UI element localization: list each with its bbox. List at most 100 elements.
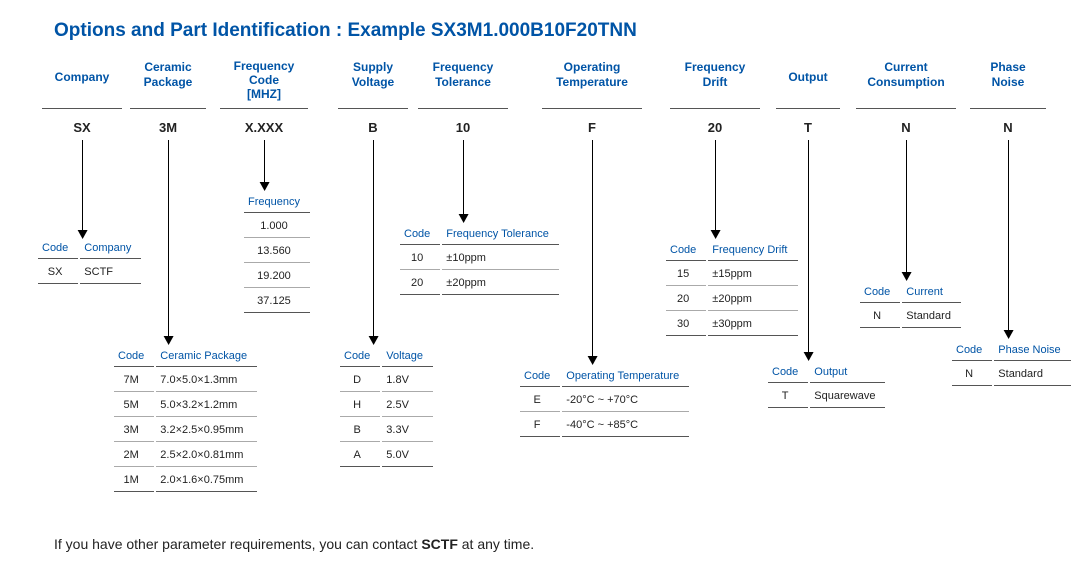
table-cell: ±30ppm <box>708 313 797 336</box>
table-header-cell: Code <box>38 238 78 259</box>
lookup-table-phase: CodePhase NoiseNStandard <box>950 338 1073 388</box>
table-cell: 5M <box>114 394 154 417</box>
col-header-current: CurrentConsumption <box>856 60 956 90</box>
table-header-cell: Company <box>80 238 141 259</box>
table-cell: 3.3V <box>382 419 433 442</box>
col-value-freq: X.XXX <box>220 120 308 135</box>
table-cell: 2M <box>114 444 154 467</box>
table-cell: SCTF <box>80 261 141 284</box>
lookup-table-freq: Frequency1.00013.56019.20037.125 <box>242 190 312 315</box>
lookup-table-optemp: CodeOperating TemperatureE-20°C ~ +70°CF… <box>518 364 691 439</box>
table-cell: 1M <box>114 469 154 492</box>
header-rule <box>338 108 408 109</box>
table-header-cell: Operating Temperature <box>562 366 689 387</box>
col-value-ftol: 10 <box>418 120 508 135</box>
table-header-cell: Current <box>902 282 961 303</box>
header-rule <box>970 108 1046 109</box>
col-value-voltage: B <box>338 120 408 135</box>
table-cell: -20°C ~ +70°C <box>562 389 689 412</box>
header-rule <box>856 108 956 109</box>
arrow-stem <box>906 140 907 272</box>
table-row: F-40°C ~ +85°C <box>520 414 689 437</box>
table-header-cell: Code <box>860 282 900 303</box>
table-cell: 2.5V <box>382 394 433 417</box>
lookup-table-current: CodeCurrentNStandard <box>858 280 963 330</box>
table-row: 30±30ppm <box>666 313 798 336</box>
col-header-fdrift: FrequencyDrift <box>670 60 760 90</box>
table-cell: 3.2×2.5×0.95mm <box>156 419 257 442</box>
table-cell: 10 <box>400 247 440 270</box>
lookup-table-output: CodeOutputTSquarewave <box>766 360 887 410</box>
col-header-optemp: OperatingTemperature <box>542 60 642 90</box>
table-row: 20±20ppm <box>400 272 559 295</box>
table-row: 20±20ppm <box>666 288 798 311</box>
table-row: 19.200 <box>244 265 310 288</box>
col-header-company: Company <box>42 70 122 85</box>
table-cell: ±20ppm <box>442 272 559 295</box>
footer-post: at any time. <box>458 536 534 552</box>
header-rule <box>418 108 508 109</box>
header-rule <box>670 108 760 109</box>
table-cell: T <box>768 385 808 408</box>
table-row: 10±10ppm <box>400 247 559 270</box>
table-header-cell: Code <box>340 346 380 367</box>
table-header-cell: Voltage <box>382 346 433 367</box>
arrow-stem <box>373 140 374 336</box>
table-cell: N <box>860 305 900 328</box>
table-cell: ±10ppm <box>442 247 559 270</box>
table-cell: 5.0×3.2×1.2mm <box>156 394 257 417</box>
table-cell: Standard <box>994 363 1070 386</box>
arrow-stem <box>463 140 464 214</box>
lookup-table-company: CodeCompanySXSCTF <box>36 236 143 286</box>
table-row: SXSCTF <box>38 261 141 284</box>
table-cell: 2.0×1.6×0.75mm <box>156 469 257 492</box>
table-row: 13.560 <box>244 240 310 263</box>
table-row: NStandard <box>860 305 961 328</box>
col-value-phase: N <box>970 120 1046 135</box>
table-row: 15±15ppm <box>666 263 798 286</box>
table-row: 1M2.0×1.6×0.75mm <box>114 469 257 492</box>
col-value-company: SX <box>42 120 122 135</box>
table-cell: 20 <box>666 288 706 311</box>
table-row: NStandard <box>952 363 1071 386</box>
table-cell: N <box>952 363 992 386</box>
table-cell: E <box>520 389 560 412</box>
lookup-table-fdrift: CodeFrequency Drift15±15ppm20±20ppm30±30… <box>664 238 800 338</box>
table-cell: 5.0V <box>382 444 433 467</box>
col-header-phase: PhaseNoise <box>970 60 1046 90</box>
lookup-table-ftol: CodeFrequency Tolerance10±10ppm20±20ppm <box>398 222 561 297</box>
table-row: 3M3.2×2.5×0.95mm <box>114 419 257 442</box>
table-row: TSquarewave <box>768 385 885 408</box>
table-row: E-20°C ~ +70°C <box>520 389 689 412</box>
col-header-freq: FrequencyCode[MHZ] <box>220 60 308 101</box>
header-rule <box>776 108 840 109</box>
table-cell: 1.000 <box>244 215 310 238</box>
table-cell: 3M <box>114 419 154 442</box>
col-header-voltage: SupplyVoltage <box>338 60 408 90</box>
table-cell: A <box>340 444 380 467</box>
arrow-stem <box>1008 140 1009 330</box>
table-header-cell: Frequency Tolerance <box>442 224 559 245</box>
table-cell: ±20ppm <box>708 288 797 311</box>
lookup-table-voltage: CodeVoltageD1.8VH2.5VB3.3VA5.0V <box>338 344 435 469</box>
table-row: H2.5V <box>340 394 433 417</box>
table-cell: 30 <box>666 313 706 336</box>
lookup-table-package: CodeCeramic Package7M7.0×5.0×1.3mm5M5.0×… <box>112 344 259 494</box>
arrow-stem <box>715 140 716 230</box>
table-row: 2M2.5×2.0×0.81mm <box>114 444 257 467</box>
table-header-cell: Code <box>952 340 992 361</box>
col-value-optemp: F <box>542 120 642 135</box>
table-cell: 19.200 <box>244 265 310 288</box>
col-value-current: N <box>856 120 956 135</box>
table-header-cell: Ceramic Package <box>156 346 257 367</box>
footer-pre: If you have other parameter requirements… <box>54 536 421 552</box>
table-cell: 13.560 <box>244 240 310 263</box>
table-header-cell: Code <box>768 362 808 383</box>
table-row: 7M7.0×5.0×1.3mm <box>114 369 257 392</box>
col-value-output: T <box>776 120 840 135</box>
table-cell: SX <box>38 261 78 284</box>
table-cell: ±15ppm <box>708 263 797 286</box>
table-header-cell: Frequency <box>244 192 310 213</box>
table-cell: Squarewave <box>810 385 885 408</box>
table-cell: 2.5×2.0×0.81mm <box>156 444 257 467</box>
